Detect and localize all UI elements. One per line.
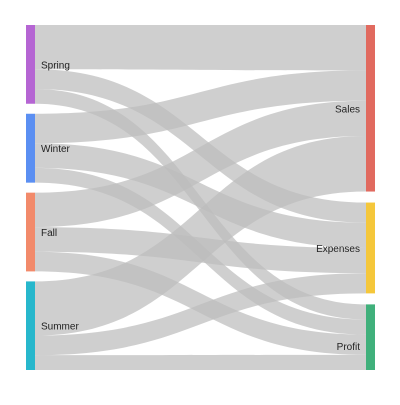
link-spring-sales — [35, 25, 366, 71]
node-summer — [26, 281, 35, 370]
link-summer-sales — [35, 136, 366, 336]
node-label-fall: Fall — [41, 228, 57, 239]
node-spring — [26, 25, 35, 104]
link-spring-expenses — [35, 69, 366, 223]
links-layer — [35, 25, 366, 370]
labels-layer: Spring Winter Fall Summer Sales Expenses Profi… — [41, 60, 360, 353]
node-label-profit: Profit — [337, 342, 361, 353]
nodes-layer — [26, 25, 375, 370]
link-winter-expenses — [35, 143, 366, 248]
node-expenses — [366, 202, 375, 294]
link-winter-sales — [35, 70, 366, 144]
node-winter — [26, 113, 35, 183]
node-label-summer: Summer — [41, 322, 79, 333]
link-summer-profit — [35, 354, 366, 370]
link-summer-expenses — [35, 273, 366, 356]
link-fall-sales — [35, 100, 366, 228]
node-label-expenses: Expenses — [316, 244, 360, 255]
node-label-sales: Sales — [335, 104, 360, 115]
node-sales — [366, 25, 375, 192]
node-label-spring: Spring — [41, 60, 70, 71]
node-label-winter: Winter — [41, 144, 71, 155]
node-fall — [26, 192, 35, 272]
node-profit — [366, 304, 375, 370]
